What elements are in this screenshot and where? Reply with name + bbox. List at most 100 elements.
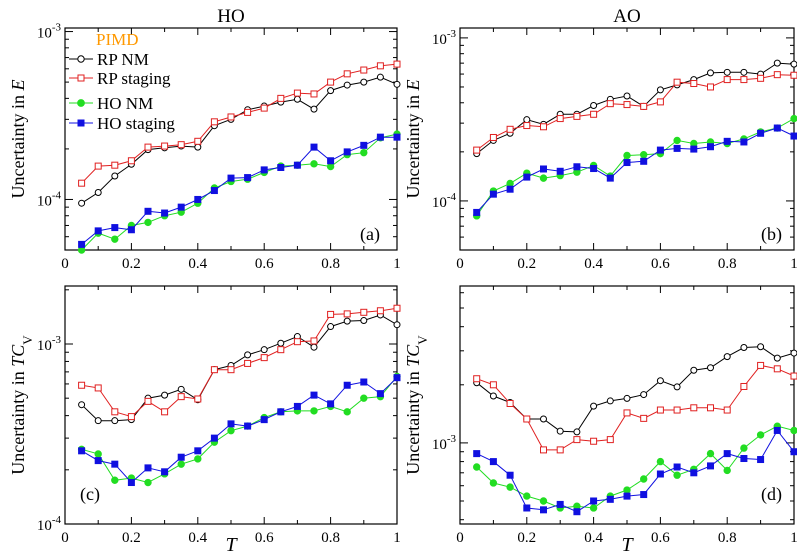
panel-c-point-rp-nm [161,391,169,399]
panel-b-point-rp-nm [623,92,631,100]
panel-d-point-ho-staging [623,492,631,500]
panel-c-point-rp-staging [127,413,135,421]
panel-d-ylabel: Uncertainty in TCV [403,335,430,475]
panel-d-line-ho-staging [476,429,795,513]
panel-b-label: (b) [761,224,782,245]
panel-a-point-ho-nm [111,235,119,243]
panel-a-point-rp-staging [127,157,135,165]
panel-d-point-rp-nm [489,392,497,400]
panel-d-point-rp-staging [740,382,748,390]
panel-a-point-rp-nm [393,80,401,88]
panel-a-point-rp-staging [144,143,152,151]
panel-a-point-ho-staging [94,227,102,235]
panel-d-point-rp-nm [690,366,698,374]
panel-c-point-rp-nm [277,339,285,347]
panel-d-point-rp-nm [740,344,748,352]
panel-b-point-ho-staging [790,132,797,140]
panel-d-point-ho-staging [606,495,614,503]
panel-b-point-rp-staging [656,98,664,106]
panel-b-point-rp-staging [640,102,648,110]
panel-d-point-ho-nm [539,497,548,505]
panel-b-point-ho-staging [673,144,681,152]
legend-rp-staging: RP staging [69,69,171,88]
legend-label-rp-nm: RP NM [97,50,149,69]
panel-c-point-rp-nm [244,351,252,359]
panel-b: 0 0.2 0.4 0.6 0.8 1 10-4 10-3 (b) Uncertainty i… [403,27,797,272]
panel-c-point-rp-staging [343,310,351,318]
panel-a-point-rp-staging [177,141,185,149]
panel-c-point-ho-staging [94,457,102,465]
panel-d-point-ho-nm [656,457,665,466]
panel-c-data [77,304,401,487]
panel-d-point-rp-nm [573,428,581,436]
panel-d-point-ho-staging [757,456,765,464]
panel-a-point-rp-staging [360,66,368,74]
panel-d-point-rp-staging [473,375,481,383]
panel-a: 0 0.2 0.4 0.6 0.8 1 10-4 10-3 (a) Uncertainty i… [8,22,401,272]
panel-d-ytick-label: 10-3 [432,433,457,453]
legend-marker-rp-staging [77,74,85,82]
panel-d-line-rp-staging [476,364,795,451]
panel-a-ytick-label: 10-4 [37,189,62,209]
panel-b-point-rp-nm [656,86,664,94]
panel-a-point-ho-staging [127,226,135,234]
panel-d-point-rp-staging [723,406,731,414]
panel-b-point-rp-staging [506,125,514,133]
panel-d-xtick-label: 0.8 [718,530,737,546]
panel-a-point-ho-staging [310,143,318,151]
panel-d-point-rp-staging [489,381,497,389]
panel-b-point-ho-nm [539,174,548,182]
panel-b-point-rp-staging [606,100,614,108]
panel-a-xtick-label: 0.4 [188,256,207,272]
panel-a-xtick-label: 1 [393,256,401,272]
panel-d: 0 0.2 0.4 0.6 0.8 1 10-3 (d) Uncertainty in TC… [403,285,797,546]
panel-a-point-ho-nm [310,160,318,168]
panel-a-point-ho-staging [177,203,185,211]
panel-d-point-rp-staging [790,372,797,380]
panel-a-point-ho-staging [293,161,301,169]
panel-b-point-rp-staging [556,115,564,123]
panel-a-point-rp-nm [310,105,318,113]
panel-d-point-rp-staging [656,406,664,414]
panel-b-point-ho-staging [773,124,781,132]
panel-b-point-ho-staging [690,145,698,153]
panel-c-point-ho-staging [293,402,301,410]
panel-d-point-ho-staging [640,491,648,499]
panel-b-data [473,59,797,220]
panel-c-series-rp-nm [78,311,401,425]
panel-c-point-rp-staging [293,338,301,346]
panel-d-point-ho-nm [523,492,531,500]
panel-b-point-ho-staging [723,137,731,145]
panel-d-point-ho-nm [673,471,681,479]
legend-label-ho-nm: HO NM [97,94,153,113]
panel-a-point-rp-nm [94,189,102,197]
panel-c-point-ho-staging [260,416,268,424]
panel-d-point-ho-staging [673,463,681,471]
panel-c-point-ho-staging [161,468,169,476]
panel-d-point-ho-staging [473,450,481,458]
panel-b-point-rp-staging [673,78,681,86]
panel-b-series-ho-nm [473,114,797,220]
panel-a-point-ho-staging [343,148,351,156]
panel-d-point-rp-nm [757,343,765,351]
panel-c-point-rp-staging [194,395,202,403]
panel-d-point-ho-staging [707,462,714,470]
panel-c-series-ho-staging [78,374,401,487]
panel-b-point-ho-staging [540,165,547,173]
legend-marker-ho-nm [77,99,85,107]
panel-b-point-ho-staging [590,165,598,173]
panel-c-point-ho-staging [111,460,119,468]
legend-title: PIMD [96,30,139,49]
panel-d-point-ho-staging [690,469,698,477]
panel-c-point-ho-staging [210,434,218,442]
panel-d-point-ho-nm [473,463,481,471]
panel-a-point-rp-staging [376,62,384,70]
panel-d-point-ho-nm [489,479,498,487]
panel-b-point-ho-staging [740,138,748,146]
panel-a-point-ho-staging [161,209,169,217]
panel-c-point-ho-staging [277,408,285,416]
panel-c-point-rp-staging [327,310,335,318]
panel-a-point-ho-staging [227,174,235,182]
panel-d-xtick-label: 0.6 [651,530,670,546]
panel-d-point-ho-staging [723,450,731,458]
